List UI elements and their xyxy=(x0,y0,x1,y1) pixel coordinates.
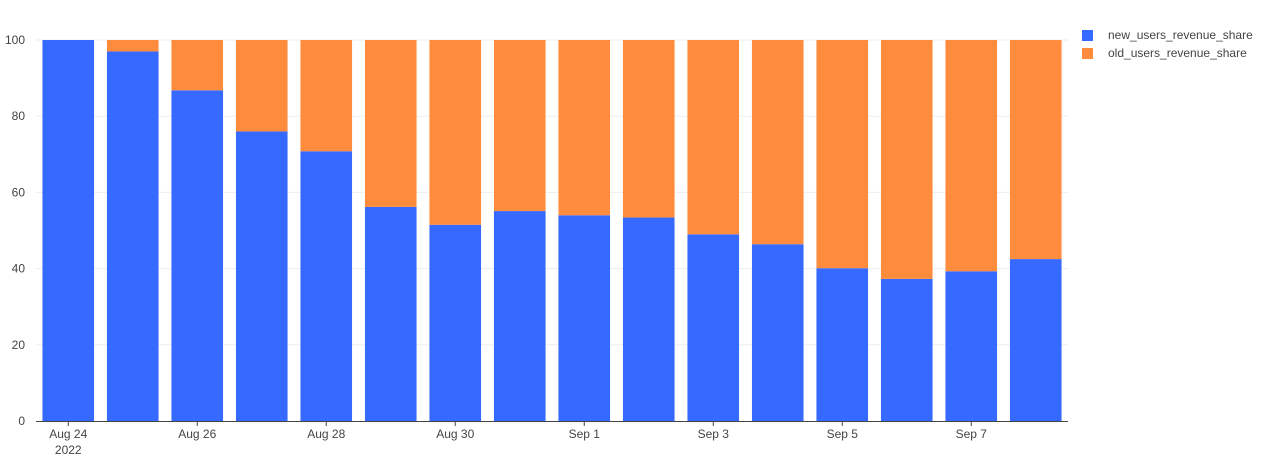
bar-new-users xyxy=(687,234,740,421)
bar-old-users xyxy=(493,40,546,212)
bar-new-users xyxy=(42,40,95,421)
y-tick-label: 100 xyxy=(5,33,25,47)
legend-item-new-users[interactable]: new_users_revenue_share xyxy=(1082,26,1253,44)
y-tick-labels: 0 20 40 60 80 100 xyxy=(5,33,25,428)
legend[interactable]: new_users_revenue_share old_users_revenu… xyxy=(1082,26,1253,62)
x-tick-label: Aug 30 xyxy=(436,427,474,441)
bar-new-users xyxy=(558,215,611,421)
bar-new-users xyxy=(171,90,224,422)
legend-swatch-old-users xyxy=(1082,47,1093,59)
x-tick-label: Sep 7 xyxy=(956,427,988,441)
x-tick-label: Sep 3 xyxy=(698,427,730,441)
bar-old-users xyxy=(622,40,675,218)
bar-new-users xyxy=(235,131,288,421)
bar-old-users xyxy=(687,40,740,235)
bar-new-users xyxy=(880,278,933,421)
legend-label-old-users: old_users_revenue_share xyxy=(1108,46,1247,60)
bar-old-users xyxy=(1009,40,1062,260)
y-tick-label: 40 xyxy=(12,262,26,276)
bar-new-users xyxy=(751,244,804,421)
bar-new-users xyxy=(945,271,998,421)
y-tick-label: 60 xyxy=(12,185,26,199)
bar-old-users xyxy=(429,40,482,225)
bar-old-users xyxy=(751,40,804,245)
bar-new-users xyxy=(622,217,675,421)
bar-new-users xyxy=(300,151,353,421)
y-tick-label: 80 xyxy=(12,109,26,123)
bar-new-users xyxy=(1009,259,1062,421)
x-tick-label: Sep 5 xyxy=(827,427,859,441)
bar-old-users xyxy=(171,40,224,91)
legend-swatch-new-users xyxy=(1082,29,1093,41)
y-tick-label: 0 xyxy=(18,414,25,428)
bar-new-users xyxy=(493,211,546,421)
x-tick-label: Aug 28 xyxy=(307,427,345,441)
bar-new-users xyxy=(106,51,159,422)
axes xyxy=(36,421,1068,426)
x-tick-year-label: 2022 xyxy=(55,443,82,457)
bar-old-users xyxy=(816,40,869,269)
bar-new-users xyxy=(816,268,869,421)
bar-old-users xyxy=(364,40,417,207)
legend-item-old-users[interactable]: old_users_revenue_share xyxy=(1082,44,1253,62)
bar-old-users xyxy=(300,40,353,152)
y-tick-label: 20 xyxy=(12,338,26,352)
bars xyxy=(42,40,1062,422)
bar-new-users xyxy=(364,206,417,421)
bar-old-users xyxy=(106,40,159,52)
bar-old-users xyxy=(235,40,288,132)
x-tick-labels: Aug 24 2022 Aug 26 Aug 28 Aug 30 Sep 1 Sep 3 Se… xyxy=(49,427,987,457)
x-tick-label: Sep 1 xyxy=(569,427,601,441)
bar-old-users xyxy=(558,40,611,216)
legend-label-new-users: new_users_revenue_share xyxy=(1108,28,1253,42)
x-tick-label: Aug 26 xyxy=(178,427,216,441)
bar-new-users xyxy=(429,224,482,421)
bar-old-users xyxy=(880,40,933,279)
bar-old-users xyxy=(945,40,998,272)
x-tick-label: Aug 24 xyxy=(49,427,87,441)
